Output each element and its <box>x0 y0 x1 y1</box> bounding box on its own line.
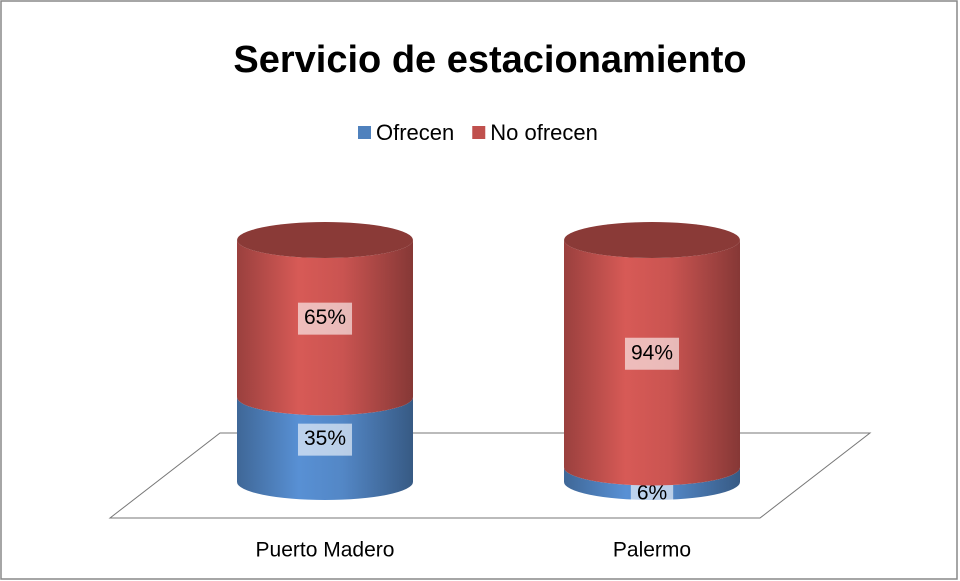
cylinder-top <box>564 222 740 258</box>
value-label-box <box>297 423 353 456</box>
value-label-text: 65% <box>304 306 346 329</box>
floor <box>108 432 872 519</box>
value-label-box <box>624 337 680 370</box>
x-tick-label: Puerto Madero <box>256 539 395 562</box>
value-label-text: 6% <box>637 482 667 505</box>
value-label: 94% <box>624 337 680 370</box>
legend-swatch <box>358 126 371 139</box>
value-label: 35% <box>297 423 353 456</box>
value-label-text: 94% <box>631 341 673 364</box>
value-label-box <box>297 302 353 335</box>
legend: Ofrecen No ofrecen <box>358 120 598 145</box>
value-label-text: 35% <box>304 427 346 450</box>
cylinder-segment <box>564 467 740 500</box>
value-label: 65% <box>297 302 353 335</box>
legend-swatch <box>472 126 486 139</box>
legend-label: Ofrecen <box>376 120 454 145</box>
legend-label: No ofrecen <box>490 120 598 145</box>
chart-title: Servicio de estacionamiento <box>233 39 746 81</box>
x-tick-label: Palermo <box>613 539 691 562</box>
cylinder-top <box>237 222 413 258</box>
